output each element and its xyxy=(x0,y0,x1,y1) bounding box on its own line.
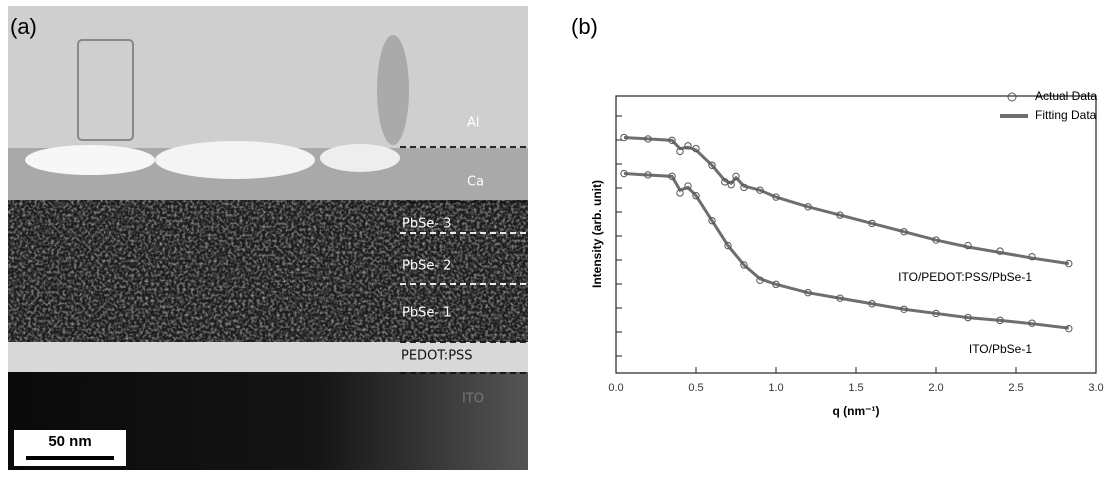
x-tick-label: 1.5 xyxy=(848,382,863,394)
data-point xyxy=(644,135,652,143)
data-point xyxy=(804,203,812,211)
micrograph xyxy=(8,6,528,470)
data-point xyxy=(721,178,729,186)
data-point xyxy=(804,288,812,297)
data-point xyxy=(620,169,628,178)
x-axis-label: q (nm⁻¹) xyxy=(833,404,880,418)
data-point xyxy=(692,192,700,200)
sample-label: ITO/PbSe-1 xyxy=(969,342,1032,356)
data-point xyxy=(1065,259,1073,268)
sample-label: ITO/PEDOT:PSS/PbSe-1 xyxy=(898,270,1032,284)
x-tick-label: 0.5 xyxy=(688,382,703,394)
data-point xyxy=(1065,324,1073,333)
y-axis-label: Intensity (arb. unit) xyxy=(590,180,604,288)
data-point xyxy=(772,193,780,201)
data-point xyxy=(772,280,780,289)
data-point xyxy=(732,172,740,181)
layer-label: PEDOT:PSS xyxy=(401,349,473,364)
data-point xyxy=(676,189,684,197)
layer-label: Ca xyxy=(467,175,484,190)
data-point xyxy=(1028,252,1036,261)
data-point xyxy=(868,300,876,308)
legend-label: Fitting Data xyxy=(1035,108,1097,122)
data-point xyxy=(724,241,732,250)
data-point xyxy=(756,276,764,284)
x-tick-label: 2.5 xyxy=(1008,382,1023,394)
data-point xyxy=(708,161,716,169)
legend-label: Actual Data xyxy=(1035,89,1097,103)
layer-label: ITO xyxy=(462,392,484,407)
data-point xyxy=(644,171,652,179)
layer-label: PbSe- 2 xyxy=(402,259,451,274)
data-point xyxy=(836,211,844,219)
x-tick-label: 1.0 xyxy=(768,382,783,394)
data-point xyxy=(836,294,844,302)
panel-label: (b) xyxy=(571,14,598,39)
data-point xyxy=(740,261,748,269)
data-point xyxy=(676,147,684,156)
data-point xyxy=(932,236,940,244)
data-point xyxy=(868,219,876,228)
y-minor-ticks xyxy=(616,115,622,357)
data-point xyxy=(996,316,1004,325)
data-point xyxy=(964,313,972,322)
data-point xyxy=(708,216,716,225)
plot-frame xyxy=(615,95,1097,374)
data-point xyxy=(684,142,692,150)
data-point xyxy=(900,228,908,236)
data-point xyxy=(996,247,1004,255)
x-tick-label: 0.0 xyxy=(608,382,623,394)
data-point xyxy=(668,136,676,145)
panel-label: (a) xyxy=(10,14,37,39)
scale-bar-label: 50 nm xyxy=(48,433,91,450)
fit-line xyxy=(623,136,1070,266)
data-point xyxy=(727,180,735,189)
layer-label: PbSe- 3 xyxy=(402,217,451,232)
layer-label: PbSe- 1 xyxy=(402,306,451,321)
data-point xyxy=(756,186,764,194)
layer-label: Al xyxy=(467,116,480,131)
data-point xyxy=(900,305,908,313)
data-point xyxy=(620,133,628,142)
data-point xyxy=(740,183,748,192)
data-point xyxy=(668,172,676,181)
fit-line xyxy=(623,172,1069,330)
data-point xyxy=(964,241,972,250)
data-point xyxy=(692,144,700,153)
legend-marker xyxy=(1007,92,1017,102)
data-point xyxy=(1028,319,1036,327)
data-point xyxy=(684,182,692,190)
x-tick-label: 3.0 xyxy=(1088,382,1103,394)
data-point xyxy=(932,309,940,318)
x-tick-label: 2.0 xyxy=(928,382,943,394)
